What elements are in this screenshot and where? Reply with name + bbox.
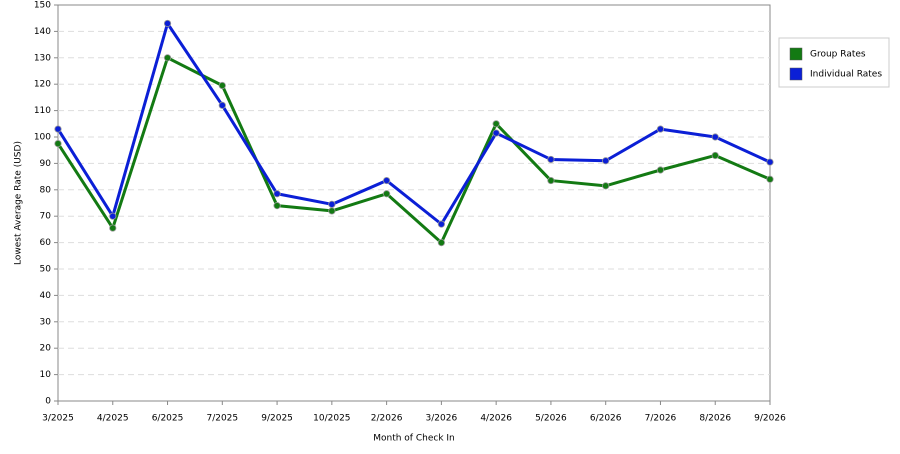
y-tick-label: 70 <box>40 212 52 222</box>
data-point <box>328 207 336 215</box>
y-tick-label: 130 <box>34 53 51 63</box>
data-point <box>328 200 336 208</box>
data-point <box>218 81 226 90</box>
x-tick-label: 7/2025 <box>206 414 238 424</box>
data-point <box>218 101 226 109</box>
x-tick-label: 7/2026 <box>645 414 677 424</box>
y-tick-label: 50 <box>40 265 52 275</box>
data-point <box>54 140 62 148</box>
data-point <box>109 212 117 220</box>
y-tick-label: 40 <box>40 291 52 301</box>
y-tick-label: 100 <box>34 133 51 143</box>
data-point <box>163 54 172 62</box>
x-tick-label: 5/2026 <box>535 414 567 424</box>
data-point <box>54 125 62 133</box>
data-point <box>547 176 555 185</box>
y-tick-label: 80 <box>40 185 52 195</box>
data-point <box>602 182 610 190</box>
y-tick-label: 20 <box>40 344 52 354</box>
x-tick-label: 3/2025 <box>42 414 74 424</box>
y-tick-label: 10 <box>40 370 52 380</box>
x-tick-label: 6/2026 <box>590 414 622 424</box>
y-tick-label: 90 <box>40 159 52 169</box>
data-point <box>711 151 719 160</box>
data-point <box>766 158 774 166</box>
data-point <box>273 190 281 198</box>
y-tick-label: 120 <box>34 80 51 90</box>
x-tick-label: 4/2026 <box>480 414 512 424</box>
data-point <box>273 202 281 210</box>
y-tick-label: 110 <box>34 106 51 116</box>
data-point <box>383 176 391 185</box>
x-tick-label: 10/2025 <box>313 414 350 424</box>
data-point <box>602 157 610 165</box>
data-point <box>547 155 555 164</box>
data-point <box>656 125 665 133</box>
x-tick-label: 2/2026 <box>371 414 403 424</box>
x-tick-label: 6/2025 <box>152 414 184 424</box>
y-tick-label: 30 <box>40 317 52 327</box>
x-tick-label: 3/2026 <box>426 414 458 424</box>
legend-swatch <box>789 47 803 61</box>
x-tick-label: 9/2026 <box>754 414 786 424</box>
y-tick-label: 60 <box>40 238 52 248</box>
data-point <box>163 19 172 28</box>
data-point <box>711 133 719 141</box>
y-tick-label: 140 <box>34 27 51 37</box>
data-point <box>383 190 391 198</box>
y-axis-label: Lowest Average Rate (USD) <box>14 141 24 265</box>
x-axis-label: Month of Check In <box>373 434 455 444</box>
data-point <box>656 166 665 174</box>
y-tick-label: 150 <box>34 1 51 11</box>
legend-label: Group Rates <box>810 50 866 60</box>
x-tick-label: 4/2025 <box>97 414 129 424</box>
x-tick-label: 8/2026 <box>699 414 731 424</box>
series-line <box>56 21 771 226</box>
data-point <box>766 175 774 183</box>
legend-label: Individual Rates <box>810 70 882 80</box>
x-tick-label: 9/2025 <box>261 414 293 424</box>
data-point <box>109 224 117 232</box>
data-point <box>437 220 445 228</box>
data-point <box>492 129 500 137</box>
y-tick-label: 0 <box>45 397 51 407</box>
data-point <box>437 239 445 247</box>
data-point <box>492 120 500 128</box>
series-line <box>56 56 771 245</box>
legend-swatch <box>789 67 803 81</box>
